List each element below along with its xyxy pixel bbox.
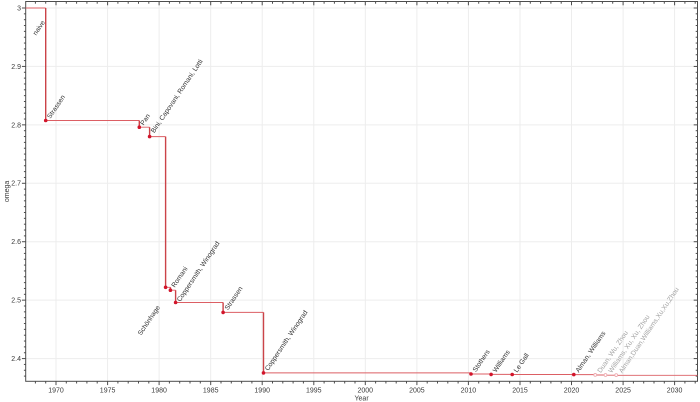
svg-text:2030: 2030: [667, 387, 683, 394]
svg-text:1970: 1970: [48, 387, 64, 394]
svg-text:2015: 2015: [512, 387, 528, 394]
svg-text:2.9: 2.9: [11, 64, 21, 71]
svg-text:2.5: 2.5: [11, 298, 21, 305]
svg-text:3: 3: [17, 5, 21, 12]
svg-text:2005: 2005: [409, 387, 425, 394]
svg-text:2.4: 2.4: [11, 356, 21, 363]
svg-text:2025: 2025: [615, 387, 631, 394]
svg-text:2.7: 2.7: [11, 181, 21, 188]
svg-text:1995: 1995: [306, 387, 322, 394]
svg-text:1990: 1990: [254, 387, 270, 394]
svg-text:2010: 2010: [461, 387, 477, 394]
svg-text:omega: omega: [4, 181, 11, 203]
svg-text:1975: 1975: [100, 387, 116, 394]
svg-text:1980: 1980: [151, 387, 167, 394]
svg-text:2020: 2020: [564, 387, 580, 394]
svg-text:1985: 1985: [203, 387, 219, 394]
svg-text:2000: 2000: [358, 387, 374, 394]
svg-text:2.6: 2.6: [11, 239, 21, 246]
svg-text:2.8: 2.8: [11, 122, 21, 129]
svg-text:Year: Year: [355, 395, 370, 402]
